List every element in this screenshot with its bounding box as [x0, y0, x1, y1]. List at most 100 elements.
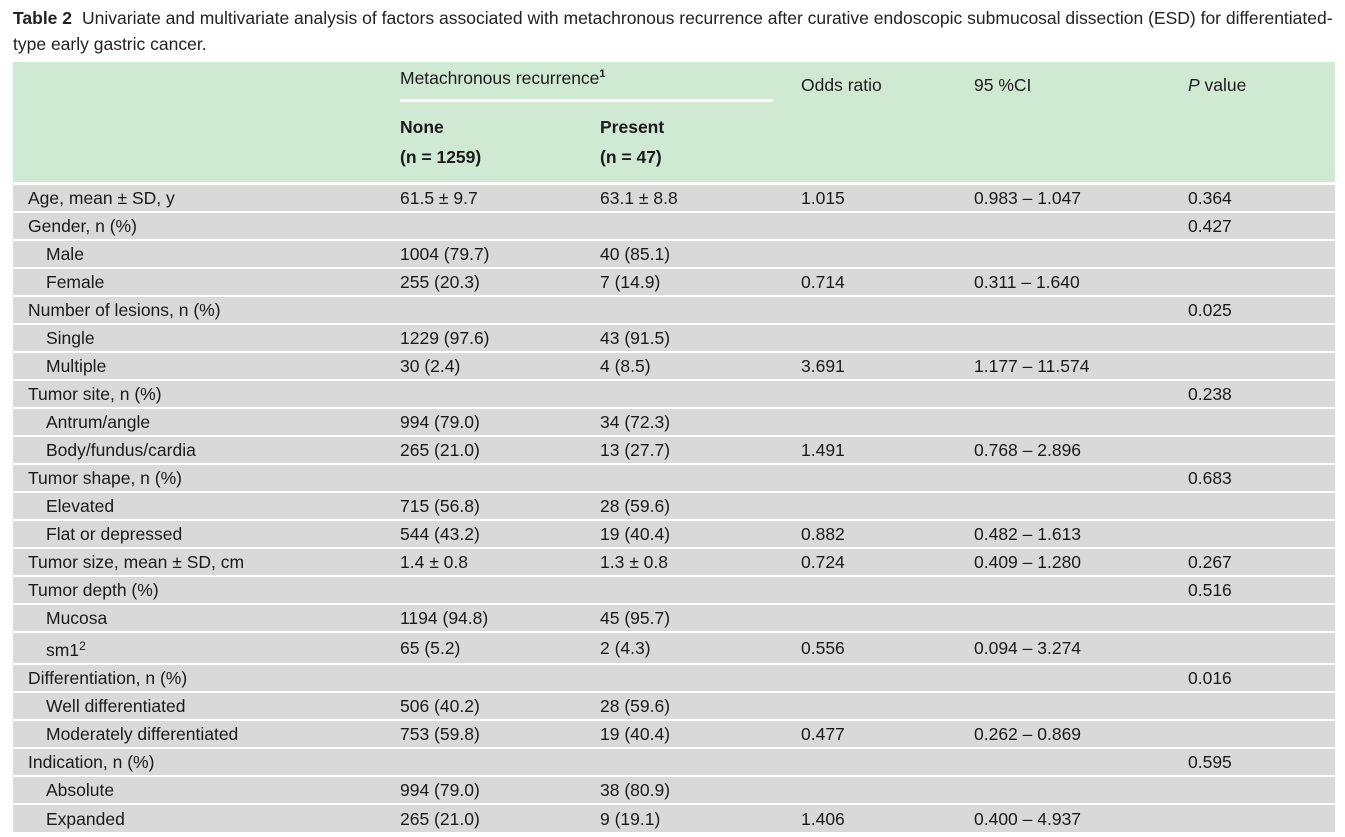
row-label: Number of lesions, n (%): [28, 300, 221, 320]
cell-none: 1194 (94.8): [400, 608, 489, 628]
cell-odds-ratio: [801, 664, 974, 692]
cell-present: 63.1 ± 8.8: [600, 188, 678, 208]
table-row: Tumor shape, n (%) 0.683: [13, 464, 1335, 492]
cell-none: 1004 (79.7): [400, 244, 490, 264]
cell-none: [400, 748, 600, 776]
cell-none: 255 (20.3): [400, 272, 480, 292]
cell-none: 753 (59.8): [400, 724, 480, 744]
cell-none: 61.5 ± 9.7: [400, 188, 478, 208]
cell-ci: [974, 240, 1188, 268]
cell-odds-ratio: [801, 748, 974, 776]
row-label: Tumor depth (%): [28, 580, 159, 600]
cell-present: [600, 664, 801, 692]
cell-p-value: 0.595: [1188, 752, 1232, 772]
row-label: Antrum/angle: [46, 412, 151, 432]
cell-ci: 0.409 – 1.280: [974, 552, 1082, 572]
cell-none: [400, 664, 600, 692]
cell-odds-ratio: [801, 408, 974, 436]
table-header: Metachronous recurrence1 Odds ratio 95 %…: [13, 62, 1335, 184]
cell-p-value: [1188, 720, 1335, 748]
cell-ci: [974, 408, 1188, 436]
cell-odds-ratio: [801, 240, 974, 268]
row-label: Absolute: [46, 780, 115, 800]
cell-p-value: 0.016: [1188, 668, 1232, 688]
row-label: Male: [46, 244, 84, 264]
cell-p-value: 0.025: [1188, 300, 1232, 320]
cell-p-value: 0.516: [1188, 580, 1232, 600]
table-row: Expanded 265 (21.0) 9 (19.1) 1.406 0.400 – 4…: [13, 804, 1335, 832]
cell-present: 9 (19.1): [600, 808, 661, 829]
cell-present: [600, 212, 801, 240]
row-label: Multiple: [46, 356, 107, 376]
cell-none: [400, 296, 600, 324]
table-row: Age, mean ± SD, y 61.5 ± 9.7 63.1 ± 8.8 1.0…: [13, 183, 1335, 212]
cell-none: 265 (21.0): [400, 440, 480, 460]
cell-present: 40 (85.1): [600, 244, 671, 264]
table-row: Tumor size, mean ± SD, cm 1.4 ± 0.8 1.3 ± …: [13, 548, 1335, 576]
table-row: Absolute 994 (79.0) 38 (80.9): [13, 776, 1335, 804]
cell-p-value: [1188, 632, 1335, 664]
row-label: Differentiation, n (%): [28, 668, 188, 688]
table-caption: Table 2 Univariate and multivariate analy…: [13, 5, 1333, 57]
cell-none: 994 (79.0): [400, 780, 480, 800]
cell-ci: [974, 324, 1188, 352]
cell-odds-ratio: [801, 492, 974, 520]
cell-present: 1.3 ± 0.8: [600, 552, 668, 572]
row-label: Elevated: [46, 496, 115, 516]
header-present: Present (n = 47): [600, 117, 665, 167]
row-label: Tumor site, n (%): [28, 384, 162, 404]
row-label: Indication, n (%): [28, 752, 155, 772]
cell-present: 7 (14.9): [600, 272, 661, 292]
row-label: Mucosa: [46, 608, 108, 628]
table-row: Single 1229 (97.6) 43 (91.5): [13, 324, 1335, 352]
cell-none: 65 (5.2): [400, 638, 461, 658]
table-row: Antrum/angle 994 (79.0) 34 (72.3): [13, 408, 1335, 436]
cell-p-value: [1188, 776, 1335, 804]
cell-present: [600, 748, 801, 776]
cell-p-value: [1188, 436, 1335, 464]
table-caption-label: Table 2: [13, 8, 73, 28]
cell-odds-ratio: [801, 692, 974, 720]
cell-none: 544 (43.2): [400, 524, 480, 544]
header-odds-ratio: Odds ratio: [801, 74, 882, 95]
cell-ci: 0.482 – 1.613: [974, 524, 1082, 544]
row-label: Expanded: [46, 808, 125, 829]
table-row: Well differentiated 506 (40.2) 28 (59.6): [13, 692, 1335, 720]
cell-odds-ratio: 0.477: [801, 724, 845, 744]
cell-ci: [974, 776, 1188, 804]
table-row: sm12 65 (5.2) 2 (4.3) 0.556 0.094 – 3.274: [13, 632, 1335, 664]
table-row: Flat or depressed 544 (43.2) 19 (40.4) 0.88…: [13, 520, 1335, 548]
table-row: Mucosa 1194 (94.8) 45 (95.7): [13, 604, 1335, 632]
cell-present: 2 (4.3): [600, 638, 651, 658]
cell-none: [400, 464, 600, 492]
cell-ci: [974, 212, 1188, 240]
cell-present: 13 (27.7): [600, 440, 671, 460]
cell-odds-ratio: [801, 296, 974, 324]
cell-p-value: [1188, 268, 1335, 296]
cell-ci: 0.094 – 3.274: [974, 638, 1082, 658]
cell-p-value: [1188, 492, 1335, 520]
cell-p-value: 0.238: [1188, 384, 1232, 404]
cell-odds-ratio: 3.691: [801, 356, 845, 376]
footnote-marker-2: 2: [79, 639, 86, 653]
cell-p-value: [1188, 240, 1335, 268]
row-label: Body/fundus/cardia: [46, 440, 196, 460]
cell-present: [600, 576, 801, 604]
cell-odds-ratio: 0.714: [801, 272, 845, 292]
cell-p-value: [1188, 604, 1335, 632]
header-metachronous-recurrence: Metachronous recurrence1: [400, 62, 801, 108]
cell-present: 19 (40.4): [600, 524, 671, 544]
table-row: Differentiation, n (%) 0.016: [13, 664, 1335, 692]
cell-none: 506 (40.2): [400, 696, 480, 716]
cell-none: 30 (2.4): [400, 356, 461, 376]
cell-p-value: [1188, 692, 1335, 720]
row-label: Female: [46, 272, 105, 292]
cell-none: 715 (56.8): [400, 496, 480, 516]
cell-present: 28 (59.6): [600, 696, 671, 716]
header-empty-cell: [13, 62, 400, 108]
cell-present: [600, 380, 801, 408]
cell-present: 38 (80.9): [600, 780, 671, 800]
cell-ci: 0.400 – 4.937: [974, 808, 1082, 829]
cell-ci: [974, 464, 1188, 492]
cell-p-value: 0.364: [1188, 188, 1232, 208]
